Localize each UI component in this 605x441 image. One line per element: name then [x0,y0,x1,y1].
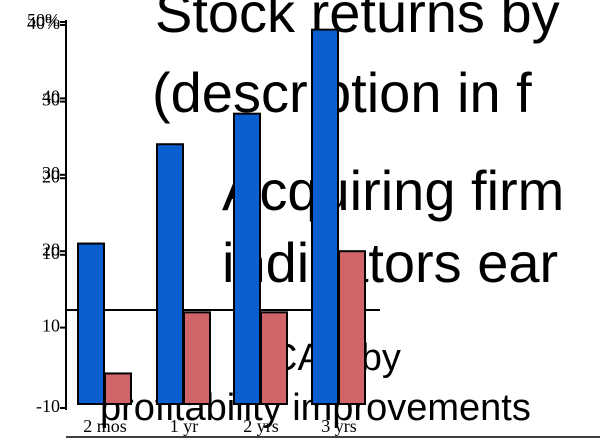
bar [104,372,132,406]
x-tick-label: 1 yr [170,416,199,436]
y-tick-label: 20 [42,239,60,259]
overlay-text: Stock returns by [155,0,560,44]
bar [183,311,211,406]
overlay-text: (description in f [152,61,532,124]
x-tick-label: 2 mos [83,416,127,436]
bar [260,311,288,406]
y-tick-label: 40% [27,13,60,33]
bar [338,250,366,405]
bar [156,143,184,406]
x-tick-label: 2 yrs [243,416,279,436]
bar [233,112,261,406]
y-tick-label: 30 [42,163,60,183]
bar [311,28,339,405]
y-tick-label: 20 [42,166,60,186]
y-tick-label: -10 [36,396,60,416]
overlay-text: indicators ear [222,231,558,294]
bar [77,242,105,405]
y-tick-label: 50% [27,10,60,30]
y-tick-label: 30 [42,90,60,110]
y-tick-label: 40 [42,87,60,107]
overlay-text: Acquiring firm [222,159,564,222]
y-tick-label: 10 [42,243,60,263]
y-tick-label: 10 [42,316,60,336]
x-tick-label: 3 yrs [321,416,357,436]
